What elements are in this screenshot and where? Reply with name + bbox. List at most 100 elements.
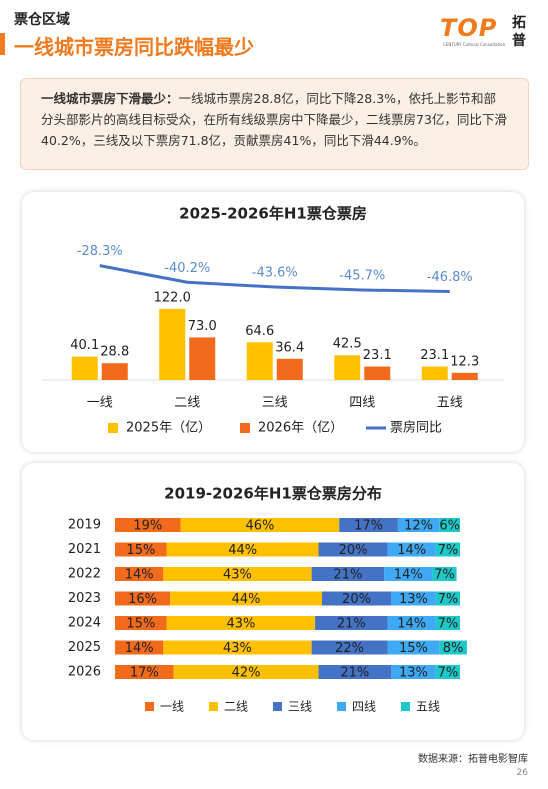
- bar-segment: [439, 518, 460, 532]
- bar-segment: [387, 542, 436, 557]
- data-label: 122.0: [154, 290, 191, 305]
- legend-label: 票房同比: [390, 420, 442, 436]
- legend-label: 2026年（亿）: [258, 421, 343, 436]
- data-label: 17%: [354, 519, 383, 534]
- x-tick-label: 三线: [262, 396, 288, 411]
- chart-card: 2025-2026年H1票仓票房 一线 40.1 28.8 二线 122.0 73.0 三线 6…: [22, 192, 524, 452]
- data-label: 22%: [335, 641, 364, 656]
- line-label: -28.3%: [77, 244, 123, 259]
- line-label: -40.2%: [164, 261, 210, 276]
- chart: 2019-2026年H1票仓票房分布 2019 19% 46% 17% 12% 6% 2021…: [68, 485, 467, 714]
- bar-segment: [315, 616, 388, 630]
- bar-segment: [322, 591, 391, 606]
- x-tick-label: 二线: [174, 396, 200, 411]
- bar-segment: [115, 591, 171, 606]
- bar-segment: [163, 567, 312, 581]
- chart-title: 2025-2026年H1票仓票房: [179, 205, 367, 223]
- bar-segment: [318, 665, 391, 679]
- data-label: 73.0: [188, 319, 217, 334]
- data-label: 16%: [128, 592, 157, 607]
- data-label: 21%: [337, 617, 366, 632]
- data-label: 7%: [438, 666, 459, 681]
- data-label: 36.4: [275, 340, 304, 355]
- bar: [71, 356, 98, 380]
- bar-segment: [180, 518, 340, 532]
- data-label: 15%: [126, 617, 155, 632]
- bar: [421, 366, 448, 380]
- bar: [276, 358, 303, 380]
- data-label: 15%: [399, 641, 428, 656]
- bar-segment: [435, 616, 460, 630]
- summary-box: 一线城市票房下滑最少：一线城市票房28.8亿，同比下降28.3%，依托上影节和部…: [20, 78, 529, 170]
- legend-swatch: [240, 423, 250, 433]
- bar-segment: [397, 518, 440, 532]
- summary-lead: 一线城市票房下滑最少：: [41, 91, 179, 106]
- bar-segment: [387, 616, 436, 630]
- data-label: 12%: [404, 519, 433, 534]
- y-tick-label: 2022: [68, 567, 101, 582]
- data-label: 42.5: [333, 337, 362, 352]
- data-label: 43%: [226, 617, 255, 632]
- data-label: 40.1: [70, 338, 99, 353]
- data-label: 13%: [399, 592, 428, 607]
- y-tick-label: 2019: [68, 518, 101, 533]
- data-label: 43%: [223, 568, 252, 583]
- bar: [189, 337, 216, 380]
- data-label: 42%: [232, 666, 261, 681]
- data-label: 17%: [130, 666, 159, 681]
- legend-label: 二线: [224, 700, 248, 714]
- bar-segment: [432, 567, 457, 581]
- data-label: 21%: [333, 568, 362, 583]
- bar-segment: [170, 591, 322, 606]
- legend-label: 五线: [416, 700, 440, 714]
- bar: [246, 342, 273, 380]
- line-label: -43.6%: [252, 266, 298, 281]
- y-tick-label: 2021: [68, 542, 101, 557]
- legend-swatch: [273, 702, 282, 711]
- data-label: 12.3: [450, 354, 479, 369]
- page-number: 26: [516, 768, 528, 778]
- legend-swatch: [209, 702, 218, 711]
- y-tick-label: 2024: [68, 616, 101, 631]
- data-label: 14%: [125, 641, 154, 656]
- data-label: 46%: [245, 519, 274, 534]
- bar-segment: [439, 640, 467, 655]
- legend-label: 2025年（亿）: [126, 421, 211, 436]
- data-label: 44%: [232, 592, 261, 607]
- data-label: 64.6: [245, 324, 274, 339]
- bar-segment: [166, 616, 316, 630]
- chart-title: 2019-2026年H1票仓票房分布: [164, 485, 382, 503]
- data-label: 20%: [339, 543, 368, 558]
- chart-card: 2019-2026年H1票仓票房分布 2019 19% 46% 17% 12% 6% 2021…: [22, 463, 524, 740]
- legend-label: 一线: [160, 700, 184, 714]
- data-label: 7%: [434, 568, 455, 583]
- line: [99, 264, 450, 294]
- data-label: 8%: [443, 641, 464, 656]
- data-label: 28.8: [100, 345, 129, 360]
- bar-segment: [115, 518, 181, 532]
- data-label: 14%: [394, 568, 423, 583]
- source: 数据来源：拓普电影智库: [418, 754, 528, 765]
- bar-segment: [391, 591, 436, 606]
- logo-name: 普: [512, 33, 526, 49]
- bar-segment: [163, 640, 312, 655]
- x-tick-label: 四线: [349, 396, 375, 411]
- summary-text: 一线城市票房28.8亿，同比下降28.3%，依托上影节和部分头部影片的高线目标受…: [41, 91, 507, 148]
- bar-segment: [311, 640, 388, 655]
- legend-label: 三线: [288, 700, 312, 714]
- bar-segment: [311, 567, 385, 581]
- y-tick-label: 2026: [68, 665, 101, 680]
- bar: [364, 366, 391, 380]
- data-label: 14%: [125, 568, 154, 583]
- data-label: 15%: [126, 543, 155, 558]
- data-label: 23.1: [420, 348, 449, 363]
- legend-swatch: [145, 702, 154, 711]
- bar-segment: [166, 542, 319, 557]
- y-tick-label: 2023: [68, 591, 101, 606]
- logo-mark: TOP: [440, 14, 498, 42]
- bar-segment: [387, 640, 440, 655]
- legend-swatch: [337, 702, 346, 711]
- data-label: 7%: [438, 592, 459, 607]
- bar-segment: [391, 665, 436, 679]
